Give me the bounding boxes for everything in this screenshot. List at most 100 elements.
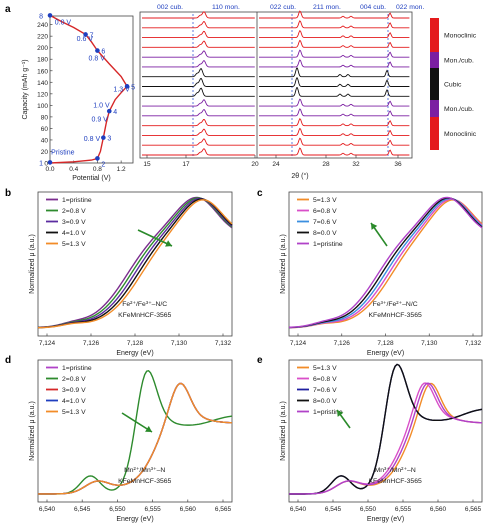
a-phase-label-4: Monoclinic — [444, 131, 477, 138]
a-left-point-8 — [47, 13, 53, 18]
a-right-xtick-label-6: 36 — [394, 161, 402, 168]
panel-c-xtick-label-2: 7,128 — [377, 340, 394, 347]
a-xrd-trace-14-seg1 — [142, 138, 255, 146]
a-left-ytick-label-2: 40 — [41, 137, 49, 144]
a-xrd-trace-6-seg2 — [259, 59, 410, 68]
a-left-xtick-label-2: 0.8 — [93, 166, 102, 173]
a-left-ytick-label-4: 80 — [41, 114, 49, 121]
a-left-point-1 — [47, 160, 53, 165]
a-xrd-trace-8-seg2 — [259, 77, 410, 87]
a-xrd-trace-2-seg2 — [259, 20, 410, 29]
panel-e-legend-label-4: 8=0.0 V — [313, 398, 337, 405]
a-left-xtick-label-3: 1.2 — [117, 166, 126, 173]
panel-c-xtick-label-4: 7,132 — [465, 340, 482, 347]
panel-b-xtick-label-3: 7,130 — [171, 340, 188, 347]
panel-b-annotation: Fe²⁺/Fe³⁺–N/C — [122, 301, 167, 308]
panel-letter-a: a — [5, 4, 11, 15]
a-right-top-label-2: 022 cub. — [270, 4, 296, 11]
panel-b-xtick-label-4: 7,132 — [215, 340, 232, 347]
panel-c-sample: KFeMnHCF-3565 — [369, 312, 422, 319]
panel-e-ylabel: Normalized μ (a.u.) — [280, 401, 287, 461]
a-xrd-trace-9-seg1 — [142, 87, 255, 97]
a-phase-bar-3 — [430, 100, 439, 117]
panel-e-series-3-line — [289, 363, 483, 495]
panel-d-sample: KFeMnHCF-3565 — [118, 478, 171, 485]
a-left-annotation-1: 0.6 V — [77, 36, 94, 43]
a-xrd-trace-2-seg1 — [142, 21, 255, 29]
panel-d-legend-label-3: 3=0.9 V — [62, 387, 86, 394]
a-xrd-trace-1-seg2 — [259, 10, 410, 19]
panel-e-xtick-label-4: 6,560 — [430, 506, 447, 513]
a-xrd-trace-1-seg1 — [142, 11, 255, 19]
panel-c-legend-label-3: 7=0.6 V — [313, 219, 337, 226]
a-right-frame — [139, 11, 413, 159]
a-xrd-trace-12-seg1 — [142, 118, 255, 127]
panel-letter-d: d — [5, 355, 11, 366]
a-phase-bar-2 — [430, 68, 439, 100]
panel-b-xtick-label-1: 7,126 — [83, 340, 100, 347]
panel-d-xtick-label-0: 6,540 — [39, 506, 56, 513]
a-xrd-trace-4-seg1 — [142, 40, 255, 48]
a-left-xtick-label-0: 0.0 — [45, 166, 54, 173]
panel-c-legend-label-1: 5=1.3 V — [313, 197, 337, 204]
a-right-top-label-0: 002 cub. — [157, 4, 183, 11]
a-phase-bar-4 — [430, 117, 439, 150]
panel-e-xtick-label-0: 6,540 — [290, 506, 307, 513]
panel-d-legend-label-1: 1=pristine — [62, 365, 92, 372]
a-left-point-label-5: 5 — [131, 84, 135, 91]
a-left-annotation-4: 1.0 V — [93, 103, 110, 110]
panel-e-series-5-line — [289, 382, 483, 495]
a-xrd-trace-4-seg2 — [259, 39, 410, 48]
panel-d-ylabel: Normalized μ (a.u.) — [29, 401, 36, 461]
a-left-point-label-4: 4 — [113, 109, 117, 116]
a-xrd-trace-14-seg2 — [259, 137, 410, 146]
a-left-ytick-label-11: 220 — [37, 34, 48, 41]
a-left-point-label-6: 6 — [101, 49, 105, 56]
panel-d-series-5-line — [38, 382, 233, 495]
a-left-annotation-0: 0.0 V — [55, 20, 72, 27]
panel-e-legend-label-2: 6=0.8 V — [313, 376, 337, 383]
a-left-ytick-label-6: 120 — [37, 91, 48, 98]
panel-b-legend-label-1: 1=pristine — [62, 197, 92, 204]
a-xrd-trace-15-seg1 — [142, 148, 255, 156]
a-xrd-trace-12-seg2 — [259, 118, 410, 127]
panel-d-xtick-label-3: 6,555 — [144, 506, 161, 513]
panel-b-ylabel: Normalized μ (a.u.) — [29, 234, 36, 294]
panel-d-frame — [37, 359, 233, 503]
a-left-ytick-label-5: 100 — [37, 103, 48, 110]
a-xrd-trace-10-seg2 — [259, 98, 410, 107]
panel-b-xtick-label-0: 7,124 — [39, 340, 56, 347]
panel-e-xtick-label-5: 6,565 — [465, 506, 482, 513]
a-left-xtick-label-1: 0.4 — [69, 166, 78, 173]
a-right-xtick-label-3: 24 — [272, 161, 280, 168]
panel-d-legend-label-2: 2=0.8 V — [62, 376, 86, 383]
a-xrd-trace-11-seg1 — [142, 109, 255, 117]
a-right-top-label-4: 004 cub. — [360, 4, 386, 11]
panel-e-xtick-label-2: 6,550 — [360, 506, 377, 513]
panel-d-legend-label-4: 4=1.0 V — [62, 398, 86, 405]
panel-b-series-5-line — [37, 199, 233, 329]
panel-e-annotation: Mn³⁺/Mn²⁺–N — [375, 467, 416, 474]
a-left-ytick-label-3: 60 — [41, 126, 49, 133]
a-left-ytick-label-7: 140 — [37, 80, 48, 87]
a-left-point-6 — [95, 48, 100, 53]
panel-d-xtick-label-4: 6,560 — [180, 506, 197, 513]
a-right-xtick-label-0: 15 — [143, 161, 151, 168]
a-left-ytick-label-1: 20 — [41, 149, 49, 156]
a-left-ytick-label-0: 0 — [44, 161, 48, 168]
a-xrd-trace-10-seg1 — [142, 99, 255, 107]
a-left-annotation-3: 1.3 V — [113, 87, 130, 94]
a-xrd-trace-7-seg2 — [259, 67, 410, 78]
a-left-frame — [49, 15, 134, 164]
panel-b-legend-label-2: 2=0.8 V — [62, 208, 86, 215]
a-phase-bar-1 — [430, 52, 439, 68]
a-phase-label-1: Mon./cub. — [444, 58, 474, 65]
a-left-annotation-6: 0.8 V — [84, 136, 101, 143]
panel-b-legend-label-5: 5=1.3 V — [62, 241, 86, 248]
panel-e-arrow-head — [337, 410, 344, 417]
panel-e-series-4-line — [289, 363, 483, 495]
a-xrd-trace-3-seg2 — [259, 29, 410, 39]
panel-d-xtick-label-1: 6,545 — [74, 506, 91, 513]
a-left-point-label-3: 3 — [107, 136, 111, 143]
panel-e-legend-label-3: 7=0.6 V — [313, 387, 337, 394]
